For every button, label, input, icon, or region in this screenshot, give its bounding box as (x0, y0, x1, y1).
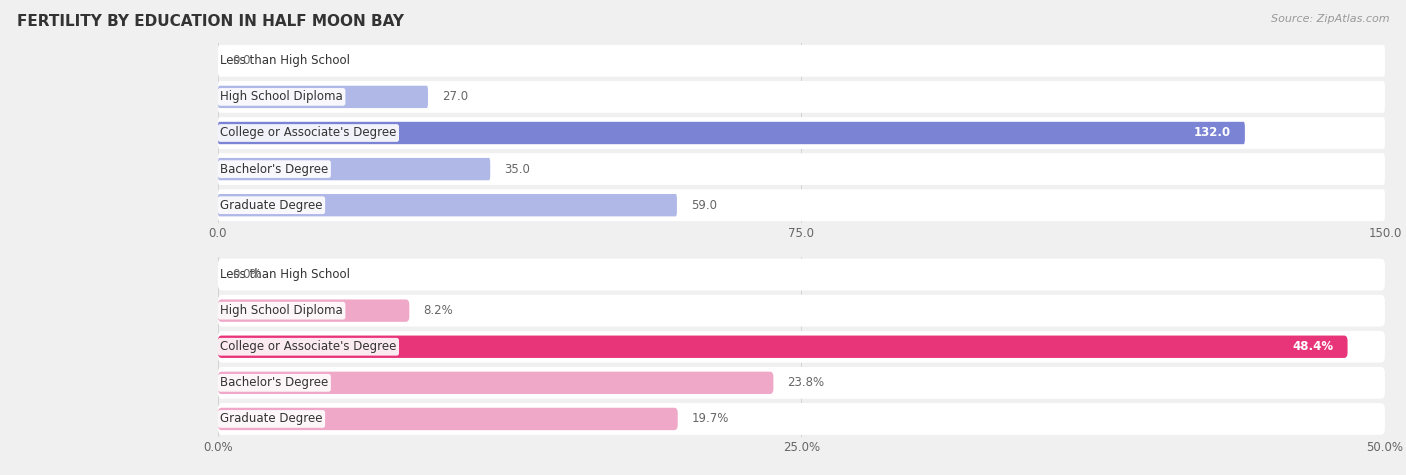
Text: 0.0: 0.0 (232, 54, 250, 67)
FancyBboxPatch shape (218, 117, 1385, 149)
FancyBboxPatch shape (218, 335, 1347, 358)
Text: Bachelor's Degree: Bachelor's Degree (221, 376, 329, 390)
FancyBboxPatch shape (218, 371, 773, 394)
Text: 48.4%: 48.4% (1292, 340, 1333, 353)
Text: 27.0: 27.0 (441, 90, 468, 104)
FancyBboxPatch shape (218, 299, 409, 322)
Text: Bachelor's Degree: Bachelor's Degree (221, 162, 329, 176)
FancyBboxPatch shape (218, 190, 1385, 221)
Text: 8.2%: 8.2% (423, 304, 453, 317)
Text: Less than High School: Less than High School (221, 54, 350, 67)
FancyBboxPatch shape (218, 403, 1385, 435)
Text: College or Associate's Degree: College or Associate's Degree (221, 340, 396, 353)
FancyBboxPatch shape (218, 408, 678, 430)
Text: 59.0: 59.0 (690, 199, 717, 212)
Text: Graduate Degree: Graduate Degree (221, 412, 323, 426)
FancyBboxPatch shape (218, 45, 1385, 76)
Text: Source: ZipAtlas.com: Source: ZipAtlas.com (1271, 14, 1389, 24)
FancyBboxPatch shape (218, 331, 1385, 362)
Text: FERTILITY BY EDUCATION IN HALF MOON BAY: FERTILITY BY EDUCATION IN HALF MOON BAY (17, 14, 404, 29)
FancyBboxPatch shape (218, 295, 1385, 326)
FancyBboxPatch shape (218, 259, 1385, 290)
Text: 35.0: 35.0 (505, 162, 530, 176)
Text: 23.8%: 23.8% (787, 376, 824, 390)
Text: High School Diploma: High School Diploma (221, 304, 343, 317)
FancyBboxPatch shape (218, 367, 1385, 399)
Text: High School Diploma: High School Diploma (221, 90, 343, 104)
FancyBboxPatch shape (218, 86, 427, 108)
Text: 0.0%: 0.0% (232, 268, 262, 281)
FancyBboxPatch shape (218, 81, 1385, 113)
FancyBboxPatch shape (218, 194, 676, 217)
FancyBboxPatch shape (218, 153, 1385, 185)
Text: Less than High School: Less than High School (221, 268, 350, 281)
Text: Graduate Degree: Graduate Degree (221, 199, 323, 212)
FancyBboxPatch shape (218, 122, 1244, 144)
Text: 19.7%: 19.7% (692, 412, 730, 426)
FancyBboxPatch shape (218, 158, 491, 180)
Text: College or Associate's Degree: College or Associate's Degree (221, 126, 396, 140)
Text: 132.0: 132.0 (1194, 126, 1230, 140)
